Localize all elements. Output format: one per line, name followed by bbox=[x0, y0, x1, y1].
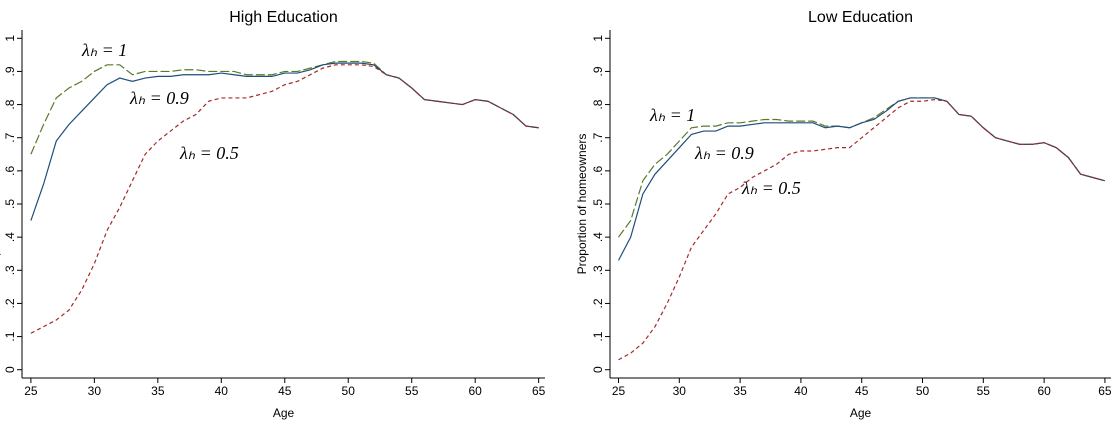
x-axis-label: Age bbox=[850, 406, 872, 420]
series-annotation: λₕ = 0.9 bbox=[129, 88, 189, 108]
y-tick-label: 0 bbox=[3, 366, 17, 373]
x-tick-label: 55 bbox=[405, 384, 419, 398]
y-tick-label: 1 bbox=[591, 35, 605, 42]
chart-title: High Education bbox=[229, 9, 338, 26]
y-tick-label: .8 bbox=[591, 99, 605, 109]
series-annotation: λₕ = 0.5 bbox=[179, 143, 239, 163]
y-tick-label: .6 bbox=[3, 166, 17, 176]
y-tick-label: 1 bbox=[3, 35, 17, 42]
y-tick-label: .9 bbox=[3, 66, 17, 76]
series-line bbox=[30, 62, 539, 221]
y-tick-label: .1 bbox=[3, 331, 17, 341]
x-tick-label: 30 bbox=[673, 384, 687, 398]
x-tick-label: 65 bbox=[1098, 384, 1112, 398]
x-tick-label: 65 bbox=[532, 384, 546, 398]
series-annotation: λₕ = 1 bbox=[649, 105, 695, 125]
y-tick-label: .3 bbox=[591, 265, 605, 275]
x-tick-label: 50 bbox=[916, 384, 930, 398]
x-tick-label: 35 bbox=[151, 384, 165, 398]
series-line bbox=[30, 64, 539, 334]
y-axis-label: Proportion of homeowners bbox=[0, 134, 1, 275]
y-tick-label: .2 bbox=[3, 298, 17, 308]
y-tick-label: .5 bbox=[3, 199, 17, 209]
y-tick-label: .7 bbox=[3, 132, 17, 142]
series-line bbox=[618, 98, 1106, 361]
y-tick-label: .2 bbox=[591, 298, 605, 308]
x-tick-label: 40 bbox=[215, 384, 229, 398]
y-tick-label: .9 bbox=[591, 66, 605, 76]
series-annotation: λₕ = 1 bbox=[81, 40, 127, 60]
y-tick-label: .4 bbox=[591, 232, 605, 242]
x-tick-label: 25 bbox=[612, 384, 626, 398]
x-tick-label: 60 bbox=[469, 384, 483, 398]
chart-title: Low Education bbox=[808, 9, 913, 26]
y-axis-label: Proportion of homeowners bbox=[575, 134, 589, 275]
x-tick-label: 50 bbox=[342, 384, 356, 398]
series-annotation: λₕ = 0.9 bbox=[694, 143, 754, 163]
x-tick-label: 35 bbox=[733, 384, 747, 398]
y-tick-label: .7 bbox=[591, 132, 605, 142]
x-tick-label: 30 bbox=[88, 384, 102, 398]
series-annotation: λₕ = 0.5 bbox=[741, 178, 801, 198]
y-tick-label: .6 bbox=[591, 166, 605, 176]
y-tick-label: .4 bbox=[3, 232, 17, 242]
y-tick-label: .3 bbox=[3, 265, 17, 275]
x-tick-label: 45 bbox=[278, 384, 292, 398]
y-tick-label: .1 bbox=[591, 331, 605, 341]
x-tick-label: 40 bbox=[794, 384, 808, 398]
x-tick-label: 55 bbox=[977, 384, 991, 398]
x-tick-label: 45 bbox=[855, 384, 869, 398]
y-tick-label: .5 bbox=[591, 199, 605, 209]
y-tick-label: .8 bbox=[3, 99, 17, 109]
x-tick-label: 25 bbox=[24, 384, 38, 398]
y-tick-label: 0 bbox=[591, 366, 605, 373]
x-tick-label: 60 bbox=[1037, 384, 1051, 398]
series-line bbox=[30, 60, 539, 155]
x-axis-label: Age bbox=[273, 406, 295, 420]
